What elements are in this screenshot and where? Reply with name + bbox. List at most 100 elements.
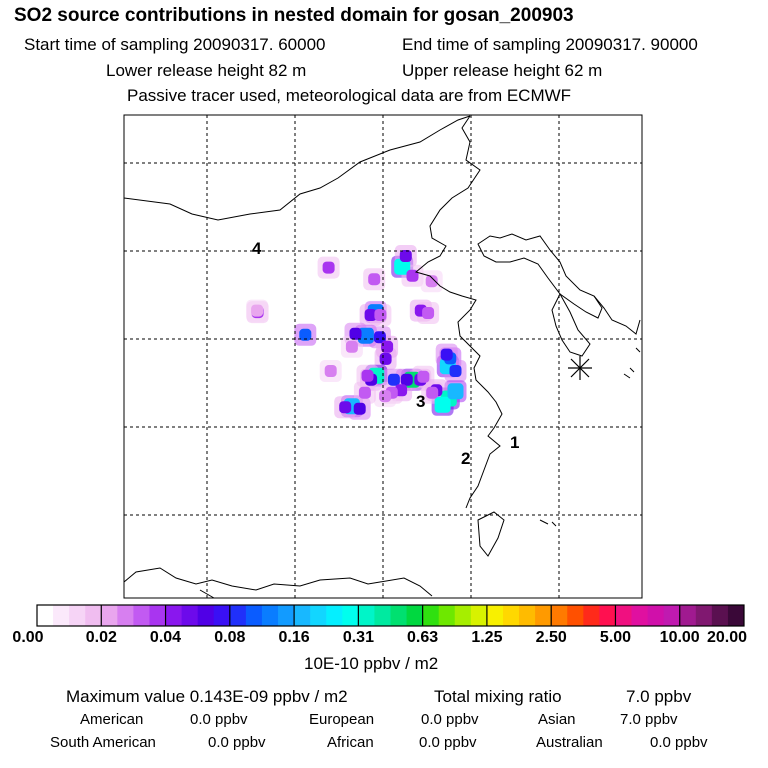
source-label-1: 1	[510, 433, 519, 452]
plume-cell	[251, 304, 264, 317]
receptor-marker	[568, 356, 592, 380]
source-label-4: 4	[252, 239, 262, 258]
colorbar-tick-label: 2.50	[535, 629, 567, 646]
colorbar-tick-label: 0.63	[407, 629, 439, 646]
region-name-european: European	[309, 711, 375, 728]
plume-cell	[345, 340, 358, 353]
plume-cell	[368, 273, 381, 286]
plume-cell	[374, 309, 387, 321]
colorbar-cell	[181, 605, 199, 626]
plume-cell	[434, 396, 451, 413]
colorbar-frame	[36, 604, 745, 627]
colorbar-cell	[470, 605, 488, 626]
colorbar-cell	[438, 605, 456, 626]
colorbar-cell	[213, 605, 231, 626]
plume-cell	[447, 383, 464, 400]
chart-title: SO2 source contributions in nested domai…	[14, 5, 574, 26]
plume-cell	[349, 327, 362, 340]
region-name-australian: Australian	[536, 734, 603, 751]
plume-cell	[440, 348, 453, 361]
plume-cell	[425, 275, 438, 288]
coastline-layer	[123, 115, 641, 599]
region-name-asian: Asian	[538, 711, 576, 728]
plume-layer	[246, 245, 467, 420]
colorbar-cell	[551, 605, 568, 626]
colorbar-units: 10E-10 ppbv / m2	[304, 654, 439, 673]
region-value-south-american: 0.0 ppbv	[208, 734, 266, 751]
map-frame	[123, 114, 643, 599]
colorbar-cell	[310, 605, 327, 626]
colorbar-cell	[599, 605, 616, 626]
colorbar-cell	[454, 605, 472, 626]
colorbar-cell	[663, 605, 681, 626]
total-mixing-label: Total mixing ratio	[434, 687, 562, 706]
colorbar-cell	[149, 605, 167, 626]
colorbar-tick-label: 0.16	[278, 629, 310, 646]
plume-cell	[299, 328, 312, 341]
plume-cell	[395, 384, 408, 397]
plume-cell	[387, 373, 400, 386]
plume-cell	[373, 331, 386, 344]
region-name-african: African	[327, 734, 374, 751]
plume-cell	[399, 250, 412, 262]
plume-cell	[364, 309, 377, 321]
lower-release-height-label: Lower release height 82 m	[106, 61, 307, 80]
plume-cell	[394, 258, 411, 275]
colorbar-cell	[326, 605, 343, 626]
end-time-label: End time of sampling 20090317. 90000	[402, 35, 698, 54]
colorbar-cell	[406, 605, 424, 626]
max-value-label: Maximum value 0.143E-09 ppbv / m2	[66, 687, 348, 706]
region-value-australian: 0.0 ppbv	[650, 734, 708, 751]
region-name-american: American	[80, 711, 144, 728]
colorbar-tick-label: 10.00	[659, 629, 700, 646]
region-value-european: 0.0 ppbv	[421, 711, 479, 728]
colorbar-cell	[502, 605, 520, 626]
colorbar-cell	[294, 605, 311, 626]
gridlines	[124, 115, 642, 598]
colorbar-cell	[631, 605, 649, 626]
plume-cell	[357, 327, 374, 344]
total-mixing-value: 7.0 ppbv	[626, 687, 692, 706]
colorbar-cell	[567, 605, 584, 626]
start-time-label: Start time of sampling 20090317. 60000	[24, 35, 326, 54]
colorbar-cell	[37, 605, 54, 626]
plume-cell	[422, 307, 435, 319]
colorbar-cell	[53, 605, 70, 626]
colorbar-cell	[727, 605, 745, 626]
colorbar-cell	[117, 605, 134, 626]
colorbar-tick-label: 0.04	[149, 629, 182, 646]
colorbar-cell	[197, 605, 215, 626]
region-name-south-american: South American	[50, 734, 156, 751]
colorbar-cell	[69, 605, 86, 626]
colorbar-tick-label: 0.31	[342, 629, 374, 646]
plume-cell	[379, 390, 392, 403]
source-label-3: 3	[416, 392, 425, 411]
tracer-info-label: Passive tracer used, meteorological data…	[127, 86, 572, 105]
colorbar-cell	[358, 605, 375, 626]
colorbar-cell	[679, 605, 697, 626]
colorbar-cell	[519, 605, 536, 626]
plume-cell	[426, 386, 439, 399]
plume-cell	[449, 365, 462, 377]
plume-cell	[322, 261, 335, 274]
source-label-2: 2	[461, 449, 470, 468]
colorbar-cell	[695, 605, 713, 626]
colorbar-tick-label: 1.25	[471, 629, 503, 646]
plume-cell	[339, 401, 352, 414]
colorbar-cell	[261, 605, 279, 626]
colorbar-tick-label: 20.00	[706, 629, 748, 646]
colorbar-tick-label: 5.00	[599, 629, 632, 646]
colorbar-cell	[85, 605, 102, 626]
colorbar-cell	[374, 605, 391, 626]
plume-cell	[417, 370, 430, 383]
colorbar	[36, 604, 745, 627]
colorbar-tick-label: 0.08	[214, 629, 246, 646]
colorbar-cell	[647, 605, 665, 626]
plume-cell	[353, 402, 366, 415]
plume-cell	[324, 365, 337, 377]
colorbar-tick-label: 0.02	[85, 629, 117, 646]
colorbar-cells	[37, 605, 745, 626]
colorbar-cell	[229, 605, 247, 626]
colorbar-cell	[535, 605, 552, 626]
colorbar-cell	[165, 605, 183, 626]
